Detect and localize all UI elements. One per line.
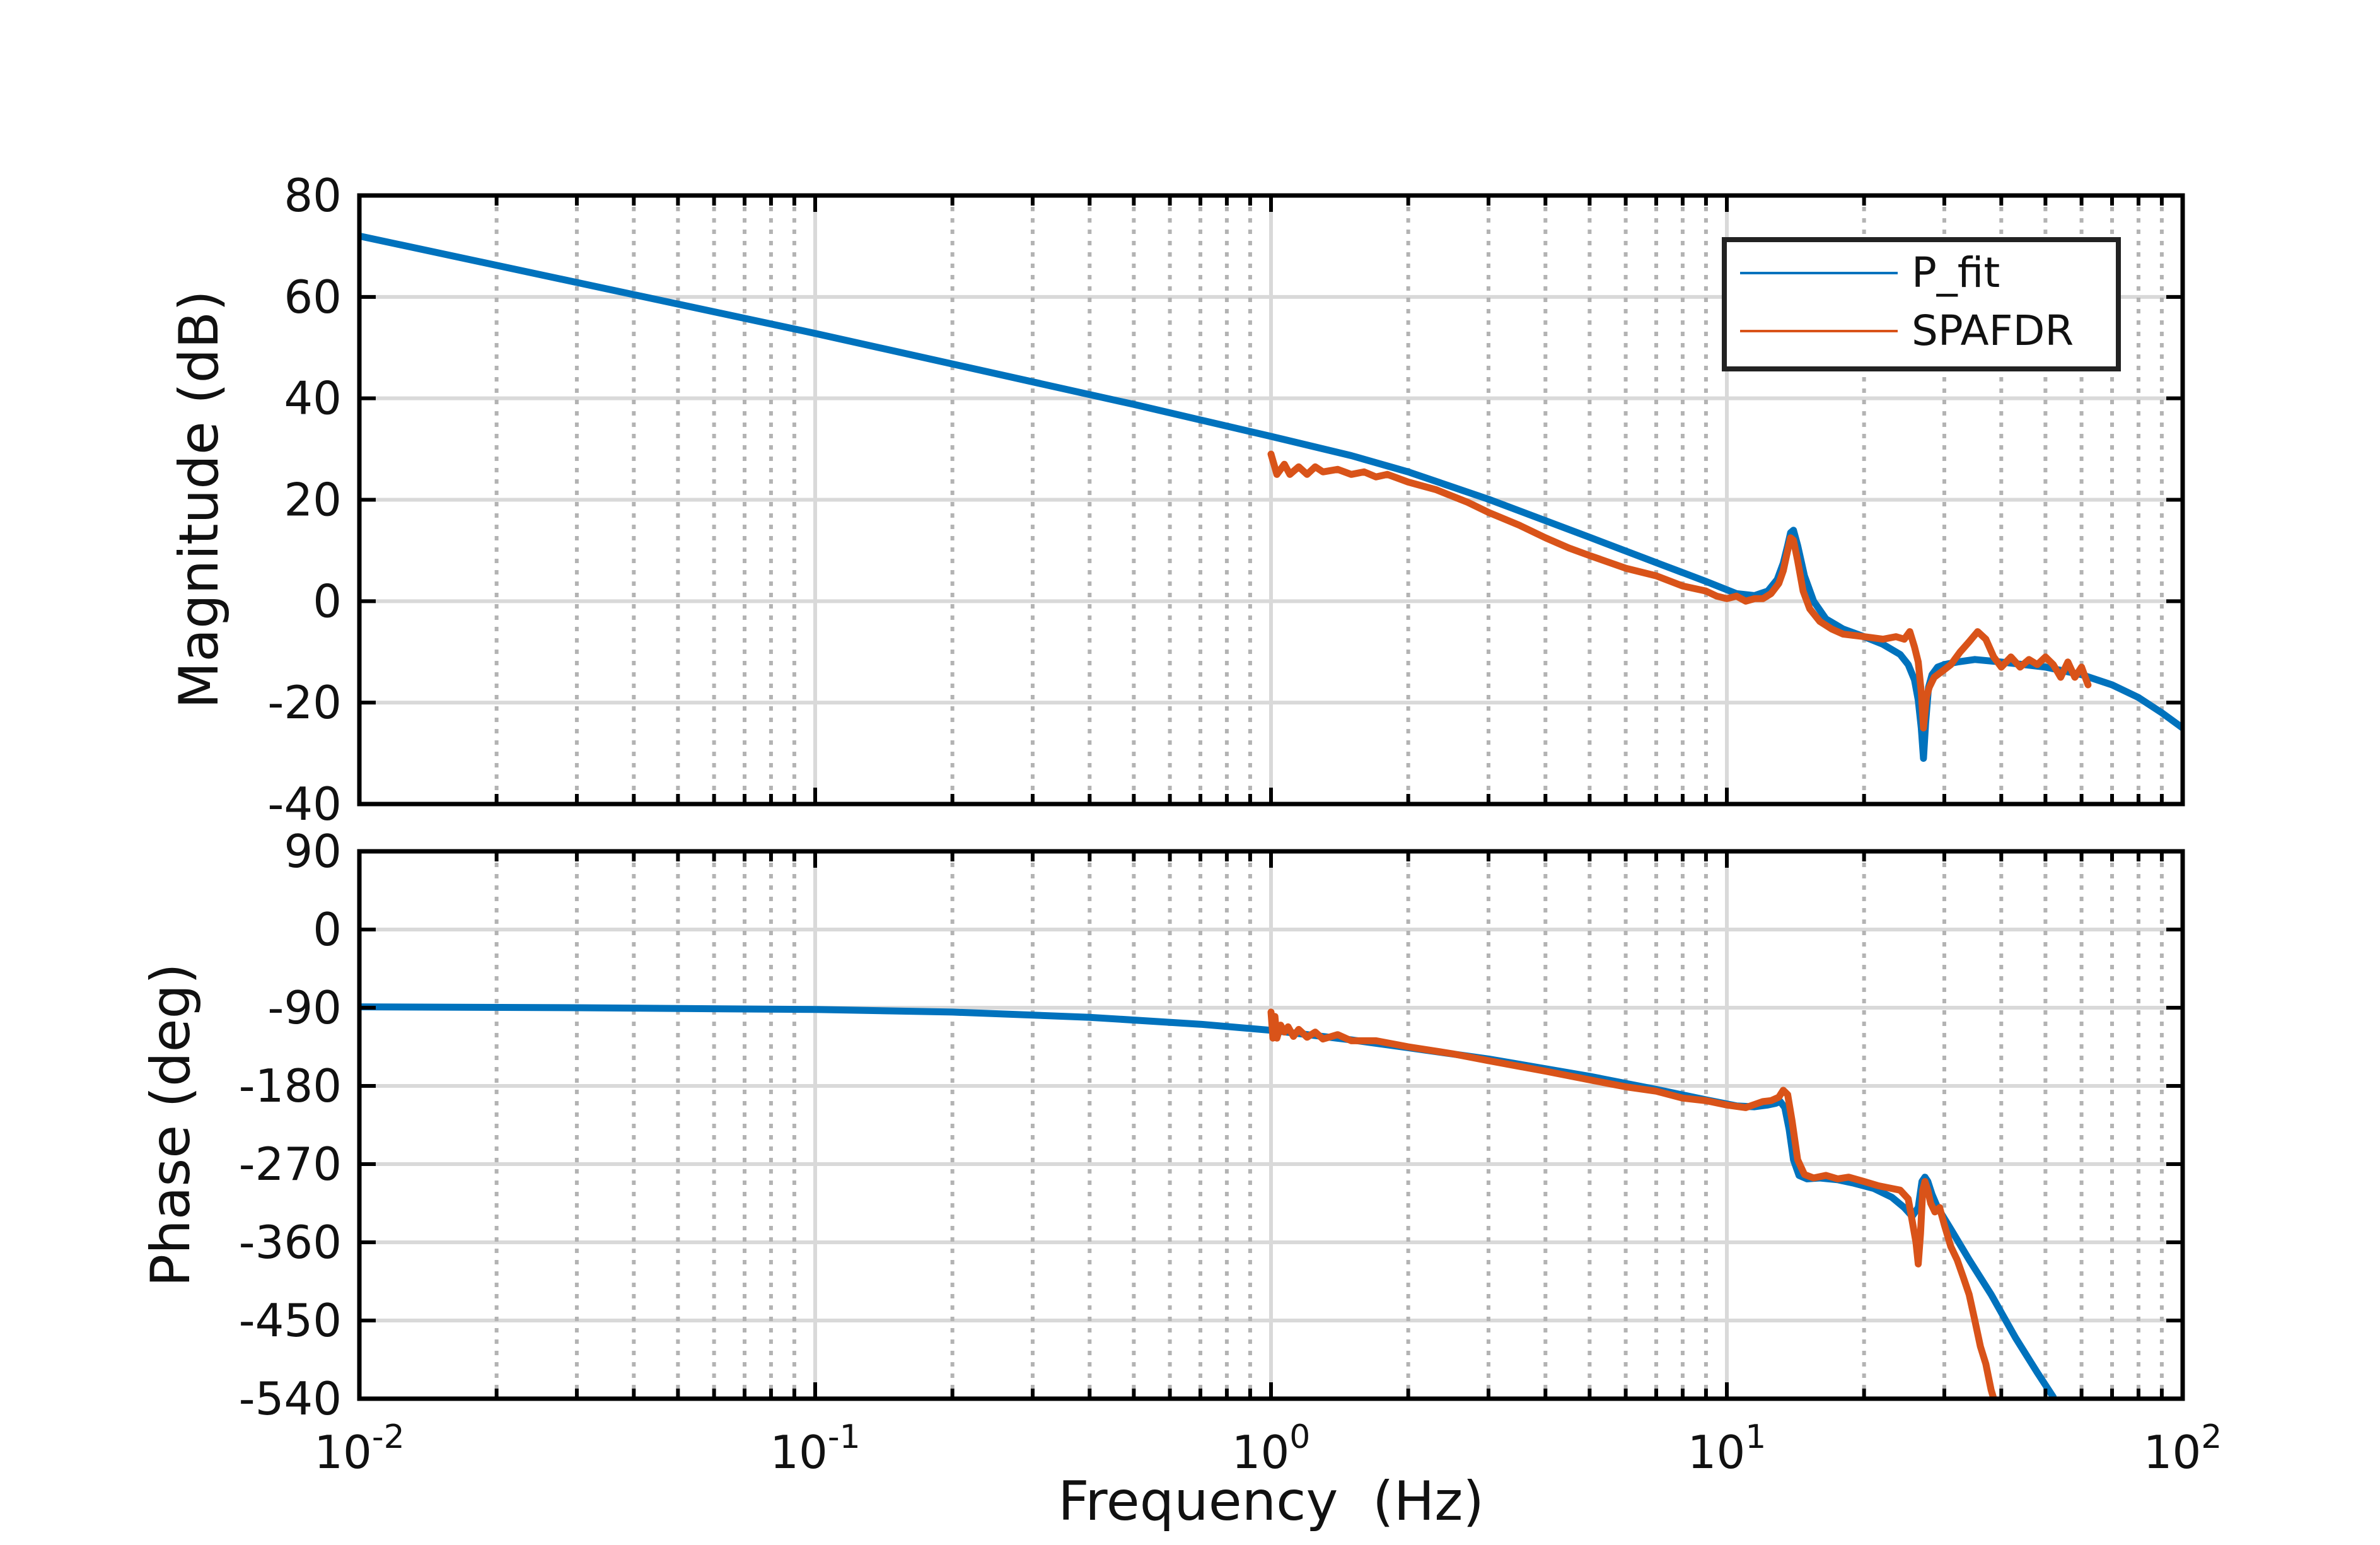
x-axis-label: Frequency (Hz)	[1058, 1470, 1484, 1533]
x-tick-label: 100	[1232, 1418, 1311, 1479]
series-line-spafdr	[1267, 1008, 1997, 1399]
magnitude-ytick-labels: -40 -20 0 20 40 60 80	[267, 169, 342, 831]
magnitude-series	[359, 232, 2183, 762]
series-line-spafdr	[1267, 450, 2092, 732]
series-line-p-fit	[359, 232, 2183, 762]
phase-ylabel: Phase (deg)	[139, 963, 202, 1286]
y-tick-label: 80	[284, 169, 342, 222]
phase-ytick-labels: -540 -450 -360 -270 -180 -90 0 90	[239, 825, 342, 1425]
y-tick-label: -270	[239, 1138, 342, 1191]
y-tick-label: -180	[239, 1059, 342, 1112]
y-tick-label: 90	[284, 825, 342, 878]
magnitude-panel: -40 -20 0 20 40 60 80 Magnitude (dB) P_fit SPA…	[168, 169, 2185, 831]
legend: P_fit SPAFDR	[1722, 237, 2121, 371]
x-tick-label: 10-2	[314, 1418, 404, 1479]
y-tick-label: 20	[284, 474, 342, 527]
y-tick-label: 60	[284, 271, 342, 324]
legend-box	[1722, 237, 2121, 371]
x-tick-label: 10-1	[770, 1418, 860, 1479]
magnitude-ticks	[357, 194, 2185, 806]
x-tick-label: 102	[2144, 1418, 2222, 1479]
x-tick-label: 101	[1688, 1418, 1767, 1479]
y-tick-label: -90	[267, 981, 342, 1034]
y-tick-label: 40	[284, 372, 342, 425]
phase-ticks	[357, 849, 2185, 1401]
legend-label-p-fit: P_fit	[1912, 248, 2000, 297]
y-tick-label: -540	[239, 1372, 342, 1425]
magnitude-grid	[359, 195, 2183, 804]
y-tick-label: 0	[313, 903, 342, 956]
phase-xtick-labels: 10-2 10-1 100 101 102	[314, 1418, 2222, 1479]
phase-series	[359, 1003, 2057, 1399]
legend-label-spafdr: SPAFDR	[1912, 306, 2074, 355]
magnitude-ylabel: Magnitude (dB)	[168, 290, 231, 709]
y-tick-label: -40	[267, 778, 342, 831]
y-tick-label: -450	[239, 1294, 342, 1347]
phase-grid	[359, 851, 2183, 1399]
y-tick-label: 0	[313, 574, 342, 627]
y-tick-label: -20	[267, 676, 342, 729]
y-tick-label: -360	[239, 1216, 342, 1269]
